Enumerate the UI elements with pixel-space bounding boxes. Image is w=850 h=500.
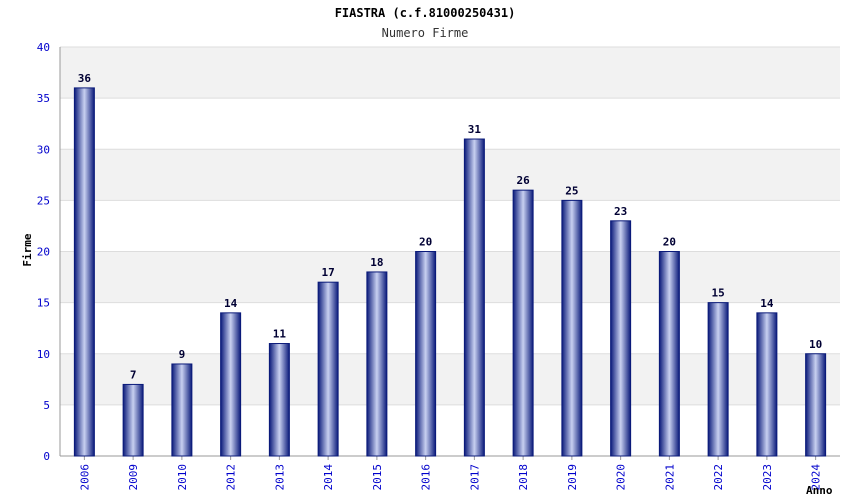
bar	[512, 189, 534, 457]
x-tick-label: 2010	[176, 464, 189, 491]
x-tick-label: 2016	[420, 464, 433, 491]
x-tick-label: 2022	[712, 464, 725, 491]
x-tick-labels: 2006 2009 2010 2012 2013 2014 2015 2016 2017 2018…	[78, 464, 822, 491]
x-tick-label: 2014	[322, 464, 335, 491]
x-tick-label: 2006	[78, 464, 91, 491]
value-label: 14	[760, 297, 774, 310]
background-band	[60, 47, 840, 99]
x-tick-label: 2017	[468, 464, 481, 491]
bar	[73, 87, 95, 457]
x-tick-label: 2018	[517, 464, 530, 491]
value-label: 14	[224, 297, 238, 310]
value-label: 20	[663, 236, 676, 249]
x-tick-label: 2015	[371, 464, 384, 491]
y-tick-label: 35	[37, 92, 50, 105]
bar	[610, 220, 632, 457]
y-tick-label: 40	[37, 41, 50, 54]
bar	[463, 138, 485, 457]
bar	[220, 312, 242, 457]
x-tick-label: 2023	[761, 464, 774, 491]
value-label: 20	[419, 236, 432, 249]
value-label: 11	[273, 328, 287, 341]
value-label: 31	[468, 123, 482, 136]
bar	[561, 199, 583, 457]
value-label: 15	[712, 287, 725, 300]
value-label: 18	[370, 256, 383, 269]
y-tick-label: 25	[37, 194, 50, 207]
x-tick-label: 2013	[273, 464, 286, 491]
x-tick-label: 2012	[225, 464, 238, 491]
bar	[415, 251, 437, 457]
bar	[366, 271, 388, 457]
y-tick-labels: 0 5 10 15 20 25 30 35 40	[37, 41, 50, 463]
x-tick-label: 2020	[615, 464, 628, 491]
bars	[73, 87, 827, 457]
y-tick-label: 0	[43, 450, 50, 463]
value-label: 10	[809, 338, 822, 351]
value-labels: 36 7 9 14 11 17 18 20 31 26 25 23 20 15 14 10	[78, 72, 823, 382]
value-label: 25	[565, 184, 578, 197]
value-label: 7	[130, 368, 137, 381]
value-label: 17	[322, 266, 335, 279]
bar	[171, 363, 193, 457]
value-label: 23	[614, 205, 627, 218]
bar	[317, 281, 339, 457]
x-tick-label: 2024	[810, 464, 823, 491]
value-label: 26	[517, 174, 531, 187]
bar	[756, 312, 778, 457]
y-tick-label: 20	[37, 246, 50, 259]
chart-subtitle: Numero Firme	[381, 26, 469, 40]
y-tick-label: 10	[37, 348, 50, 361]
background-band	[60, 149, 840, 201]
x-tick-label: 2019	[566, 464, 579, 491]
y-tick-label: 30	[37, 143, 50, 156]
x-tick-label: 2021	[663, 464, 676, 491]
value-label: 9	[179, 348, 186, 361]
bar	[805, 353, 827, 457]
bar	[122, 383, 144, 457]
bar	[658, 251, 680, 457]
bar	[268, 343, 290, 457]
chart-title: FIASTRA (c.f.81000250431)	[334, 6, 516, 20]
x-axis-title: Anno	[806, 484, 833, 497]
y-tick-label: 15	[37, 297, 50, 310]
x-tick-label: 2009	[127, 464, 140, 491]
value-label: 36	[78, 72, 92, 85]
background-band	[60, 251, 840, 303]
bar	[707, 302, 729, 457]
y-tick-label: 5	[43, 399, 50, 412]
